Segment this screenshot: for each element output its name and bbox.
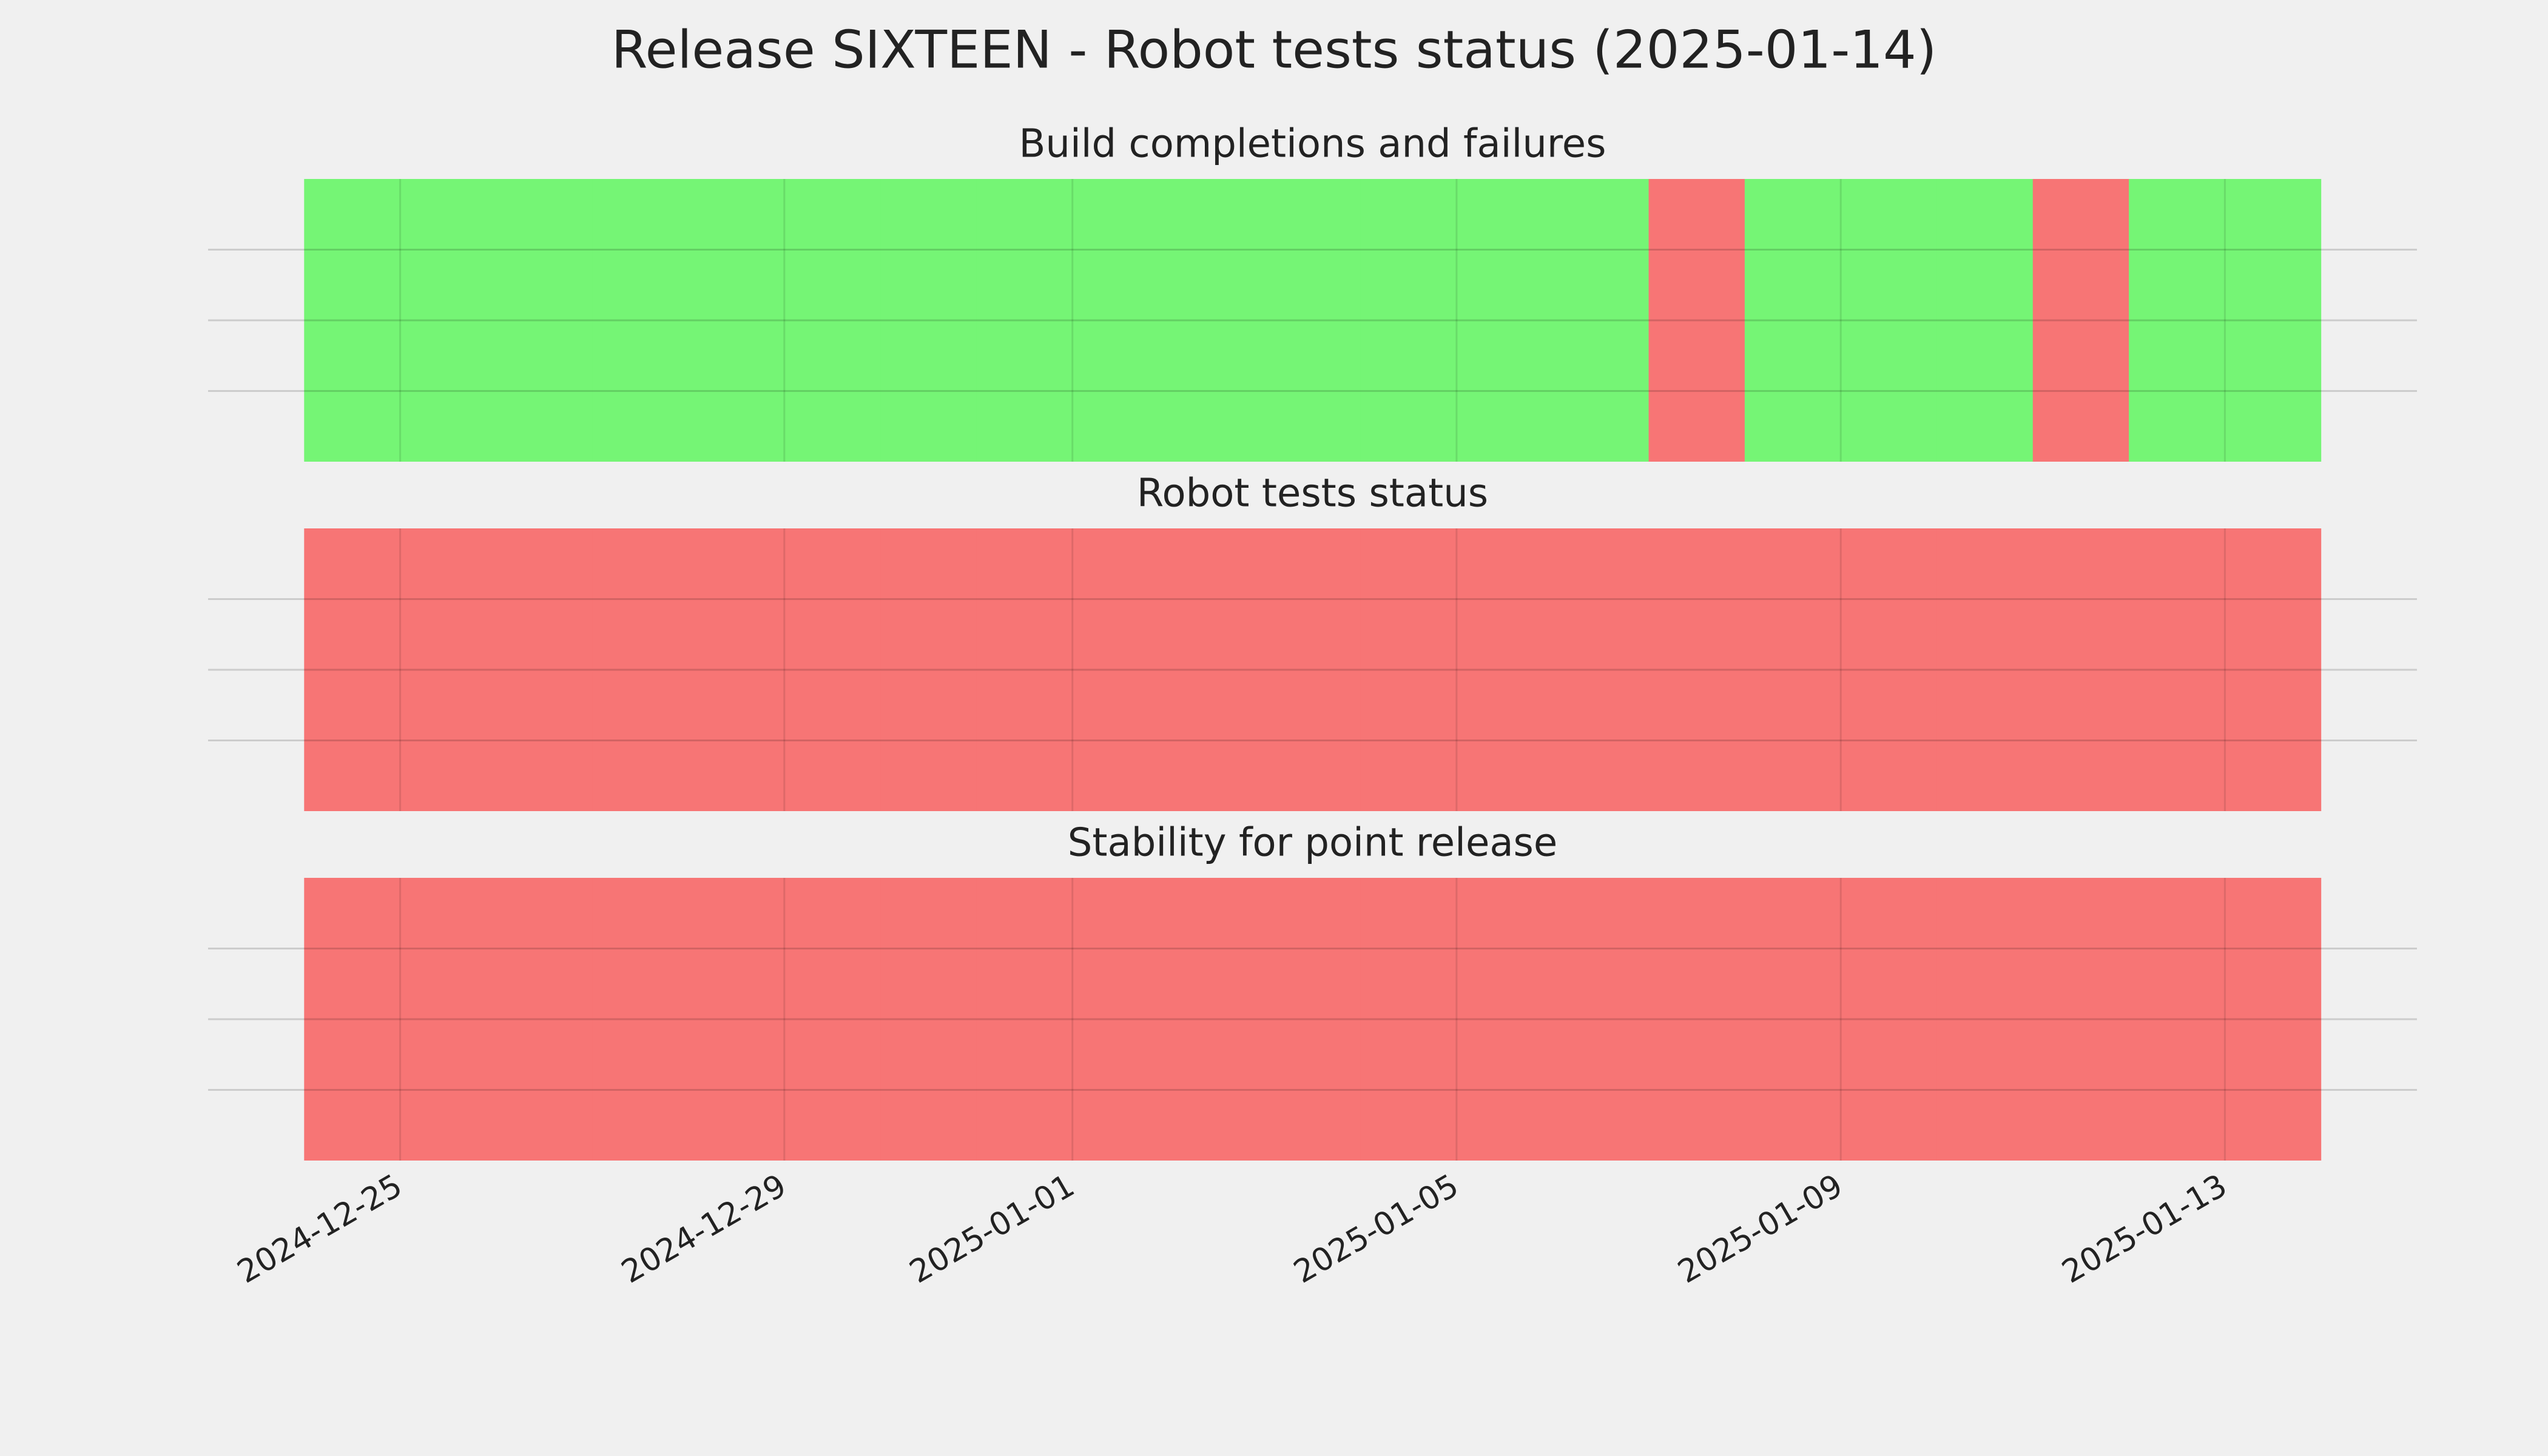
status-bar <box>304 528 401 811</box>
status-bar <box>2032 179 2129 462</box>
status-bar <box>400 179 497 462</box>
status-bar <box>1168 528 1265 811</box>
status-bar <box>1648 528 1745 811</box>
status-bar <box>2225 878 2322 1161</box>
status-bar <box>1936 179 2034 462</box>
panel-title: Build completions and failures <box>1019 122 1606 167</box>
x-tick-label: 2025-01-05 <box>1288 1167 1465 1290</box>
status-bar <box>1841 528 1937 811</box>
status-bar <box>1744 528 1841 811</box>
status-bar <box>784 878 881 1161</box>
status-bar <box>592 179 689 462</box>
status-bar <box>400 878 497 1161</box>
status-bar <box>880 179 977 462</box>
status-bar <box>1552 528 1650 811</box>
status-bar <box>1456 179 1553 462</box>
status-bar <box>976 878 1073 1161</box>
status-bar <box>976 179 1073 462</box>
status-bar <box>1456 528 1553 811</box>
status-bar <box>784 179 881 462</box>
status-bar <box>880 528 977 811</box>
status-bar <box>496 179 593 462</box>
status-bar <box>1168 878 1265 1161</box>
status-bar <box>2225 179 2322 462</box>
status-bar <box>688 878 785 1161</box>
status-bar <box>1072 878 1169 1161</box>
status-bar <box>1072 528 1169 811</box>
status-bar <box>1648 179 1745 462</box>
status-bar <box>1744 878 1841 1161</box>
status-bar <box>592 878 689 1161</box>
status-bar <box>688 179 785 462</box>
status-bar <box>496 878 593 1161</box>
x-tick-label: 2025-01-01 <box>904 1167 1081 1290</box>
status-bar <box>2032 878 2129 1161</box>
status-bar <box>1360 528 1457 811</box>
status-bar <box>2129 528 2225 811</box>
status-bar <box>688 528 785 811</box>
status-bar <box>976 528 1073 811</box>
status-bar <box>880 878 977 1161</box>
status-bar <box>2129 179 2225 462</box>
status-bar <box>592 528 689 811</box>
status-bar <box>1841 179 1937 462</box>
status-bar <box>304 179 401 462</box>
panel-title: Stability for point release <box>1068 821 1558 866</box>
status-bar <box>496 528 593 811</box>
status-bar <box>2129 878 2225 1161</box>
status-bar <box>1360 179 1457 462</box>
status-bar <box>1936 878 2034 1161</box>
status-bar <box>1552 878 1650 1161</box>
x-tick-label: 2024-12-29 <box>616 1167 793 1290</box>
status-bar <box>1264 528 1361 811</box>
status-bar <box>1456 878 1553 1161</box>
status-bar <box>2225 528 2322 811</box>
status-bar <box>1744 179 1841 462</box>
x-tick-label: 2025-01-09 <box>1672 1167 1849 1290</box>
status-bar <box>304 878 401 1161</box>
status-bar <box>2032 528 2129 811</box>
status-bar <box>1360 878 1457 1161</box>
status-bar <box>1264 878 1361 1161</box>
x-tick-label: 2024-12-25 <box>231 1167 408 1290</box>
chart-title: Release SIXTEEN - Robot tests status (20… <box>612 19 1937 80</box>
status-bar <box>1264 179 1361 462</box>
status-bar <box>400 528 497 811</box>
status-bar <box>1936 528 2034 811</box>
status-bar <box>1168 179 1265 462</box>
status-bar <box>784 528 881 811</box>
status-bar <box>1552 179 1650 462</box>
x-tick-label: 2025-01-13 <box>2056 1167 2233 1290</box>
status-bar <box>1841 878 1937 1161</box>
status-bar <box>1072 179 1169 462</box>
panel-title: Robot tests status <box>1137 471 1488 516</box>
status-bar <box>1648 878 1745 1161</box>
